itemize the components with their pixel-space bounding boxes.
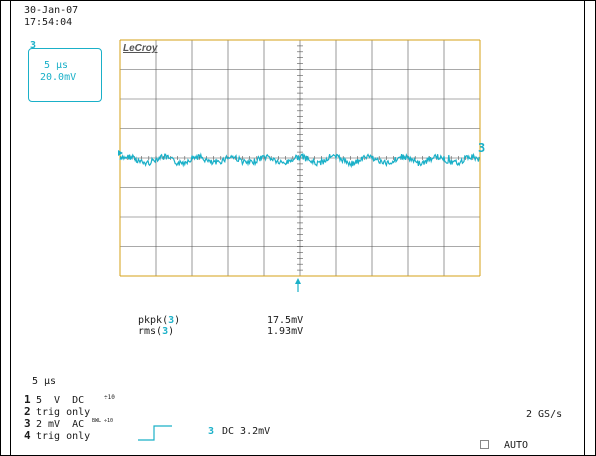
channel-box-timebase: 5 µs [44,60,69,71]
trigger-channel: 3 [208,426,215,437]
channel-descriptor-box[interactable] [28,48,102,102]
trace-channel-marker: 3 [478,141,486,155]
measurement-pkpk-value: 17.5mV [267,315,304,326]
channel-2-setting: trig only [36,407,91,418]
channel-1-setting: 5 V DC [36,395,85,406]
channel-box-voltage: 20.0mV [40,72,77,83]
channel-2-number: 2 [24,405,31,418]
channel-3-setting: 2 mV AC [36,419,85,430]
lecroy-logo: LeCroy [123,43,158,54]
trigger-setting: DC 3.2mV [222,426,271,437]
date-readout: 30-Jan-07 [24,5,79,16]
trace-level-arrow-icon [118,150,123,156]
channel-3-number: 3 [24,417,31,430]
left-rule [10,0,11,456]
trigger-slope-icon [138,425,172,441]
waveform-trace [119,152,480,169]
channel-box-number: 3 [30,40,37,51]
measurement-pkpk: pkpk(3) [138,315,181,326]
sample-rate: 2 GS/s [526,409,563,420]
measurement-rms-value: 1.93mV [267,326,304,337]
measurement-rms: rms(3) [138,326,175,337]
channel-4-setting: trig only [36,431,91,442]
channel-4-number: 4 [24,429,31,442]
timebase-readout: 5 µs [32,376,57,387]
channel-1-number: 1 [24,393,31,406]
channel-1-suffix: ÷10 [104,394,115,401]
trigger-position-arrow-icon [295,278,301,284]
auto-checkbox[interactable] [480,440,489,449]
time-readout: 17:54:04 [24,17,73,28]
trigger-mode: AUTO [504,440,529,451]
right-rule [584,0,585,456]
channel-3-suffix: BWL ÷10 [92,418,114,424]
